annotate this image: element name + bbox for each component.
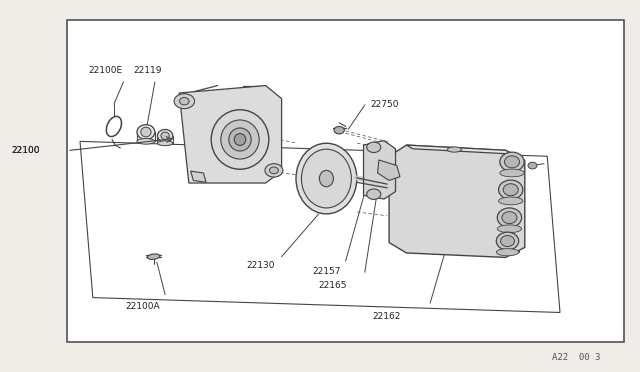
Ellipse shape — [137, 139, 155, 144]
Polygon shape — [364, 141, 396, 199]
Text: 22165: 22165 — [319, 281, 348, 290]
Ellipse shape — [137, 125, 155, 140]
Text: 22157: 22157 — [312, 267, 341, 276]
Text: 22119: 22119 — [133, 66, 162, 75]
Ellipse shape — [334, 126, 344, 134]
Ellipse shape — [211, 110, 269, 169]
Ellipse shape — [503, 184, 518, 196]
Ellipse shape — [528, 162, 537, 169]
Ellipse shape — [499, 180, 523, 199]
Text: 22130: 22130 — [246, 262, 275, 270]
Ellipse shape — [497, 208, 522, 227]
FancyBboxPatch shape — [67, 20, 624, 342]
Ellipse shape — [319, 170, 333, 187]
Ellipse shape — [497, 248, 519, 256]
Ellipse shape — [234, 134, 246, 145]
Ellipse shape — [265, 164, 283, 177]
Text: 22162: 22162 — [372, 312, 401, 321]
Text: 22100: 22100 — [12, 146, 40, 155]
Text: 22100: 22100 — [12, 146, 40, 155]
Text: 22100E: 22100E — [88, 66, 122, 75]
Ellipse shape — [500, 235, 515, 247]
Ellipse shape — [147, 254, 160, 259]
Ellipse shape — [179, 97, 189, 105]
Text: A22  00 3: A22 00 3 — [552, 353, 600, 362]
Ellipse shape — [497, 225, 522, 232]
Polygon shape — [80, 141, 560, 312]
Ellipse shape — [447, 147, 461, 152]
Ellipse shape — [157, 141, 173, 146]
Text: 22100A: 22100A — [125, 302, 160, 311]
Ellipse shape — [500, 152, 524, 171]
Ellipse shape — [157, 129, 173, 142]
Ellipse shape — [174, 94, 195, 109]
Polygon shape — [378, 160, 400, 180]
Ellipse shape — [221, 120, 259, 159]
Ellipse shape — [502, 212, 517, 224]
Ellipse shape — [161, 132, 169, 140]
Ellipse shape — [500, 169, 524, 177]
Ellipse shape — [301, 149, 351, 208]
Ellipse shape — [269, 167, 278, 174]
Text: 22750: 22750 — [370, 100, 399, 109]
Polygon shape — [406, 145, 525, 161]
Ellipse shape — [141, 127, 151, 137]
Ellipse shape — [367, 189, 381, 199]
Ellipse shape — [499, 197, 523, 205]
Ellipse shape — [504, 156, 520, 168]
Ellipse shape — [497, 232, 519, 250]
Ellipse shape — [367, 142, 381, 153]
Ellipse shape — [296, 143, 357, 214]
Polygon shape — [191, 171, 206, 182]
Polygon shape — [389, 145, 525, 257]
Polygon shape — [179, 86, 282, 183]
Ellipse shape — [229, 128, 252, 151]
